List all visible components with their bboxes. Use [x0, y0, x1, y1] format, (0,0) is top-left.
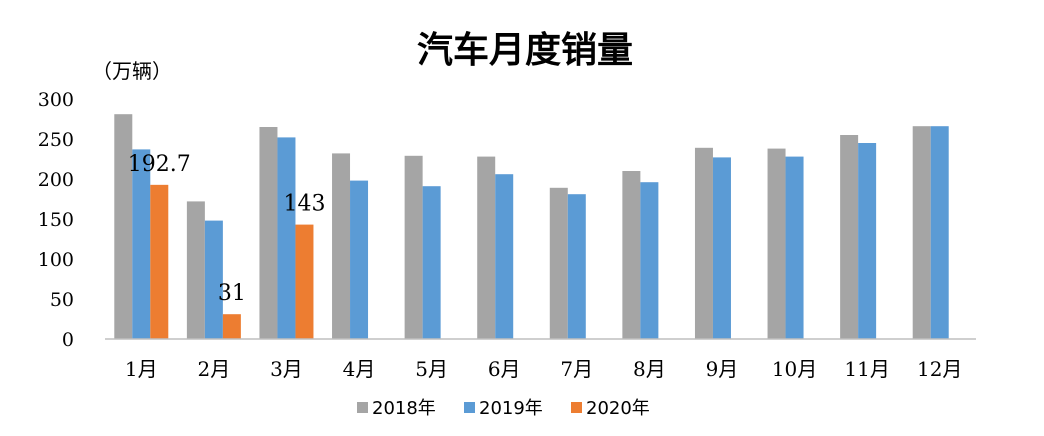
legend-swatch	[464, 402, 475, 413]
legend-label: 2018年	[372, 398, 436, 419]
bar-2018年-11月	[840, 135, 859, 339]
bar-2018年-3月	[259, 127, 278, 339]
x-category-label: 9月	[706, 357, 739, 381]
bar-2018年-7月	[549, 187, 568, 339]
data-label: 31	[218, 281, 246, 306]
data-label: 143	[283, 192, 325, 217]
y-tick-label: 300	[38, 89, 74, 111]
bar-2019年-11月	[858, 143, 877, 339]
bar-2018年-6月	[477, 156, 496, 339]
legend-label: 2019年	[479, 398, 543, 419]
bar-2020年-1月	[150, 184, 169, 339]
bar-2018年-12月	[912, 126, 931, 339]
bar-2019年-6月	[495, 174, 514, 339]
data-label: 192.7	[128, 152, 191, 177]
x-axis-category-labels: 1月 2月 3月 4月 5月 6月 7月 8月 9月 10月 11月 12月	[125, 357, 963, 381]
bar-2018年-10月	[767, 148, 786, 339]
x-category-label: 5月	[415, 357, 448, 381]
bar-2019年-12月	[930, 126, 949, 339]
bar-2018年-4月	[332, 153, 351, 339]
y-tick-label: 100	[38, 249, 74, 271]
bar-2018年-5月	[404, 155, 423, 339]
y-tick-label: 200	[38, 169, 74, 191]
chart-title: 汽车月度销量	[417, 30, 633, 71]
bar-2020年-3月	[295, 224, 314, 339]
bar-2018年-8月	[622, 171, 641, 339]
y-tick-label: 250	[38, 129, 74, 151]
legend-swatch	[571, 402, 582, 413]
bar-2019年-3月	[277, 137, 296, 339]
legend-label: 2020年	[586, 398, 650, 419]
x-category-label: 6月	[488, 357, 521, 381]
x-category-label: 11月	[844, 357, 889, 381]
bar-series	[114, 114, 949, 339]
x-category-label: 3月	[270, 357, 303, 381]
legend: 2018年 2019年 2020年	[357, 398, 650, 419]
data-labels: 192.7 31 143	[128, 152, 326, 306]
bar-2018年-9月	[694, 147, 713, 339]
bar-2018年-1月	[114, 114, 133, 339]
bar-2020年-2月	[222, 314, 241, 339]
bar-2019年-7月	[567, 194, 586, 339]
bar-2019年-4月	[350, 180, 369, 339]
y-tick-label: 50	[50, 289, 74, 311]
y-tick-label: 150	[38, 209, 74, 231]
y-tick-label: 0	[62, 329, 74, 351]
x-category-label: 10月	[772, 357, 817, 381]
y-axis-ticks: 0 50 100 150 200 250 300	[38, 89, 74, 351]
x-category-label: 2月	[198, 357, 231, 381]
bar-2018年-2月	[186, 201, 205, 339]
y-axis-unit-label: （万辆）	[92, 59, 172, 83]
bar-2019年-8月	[640, 182, 659, 339]
bar-2019年-1月	[132, 149, 151, 339]
bar-2019年-5月	[422, 186, 441, 339]
bar-2019年-10月	[785, 156, 804, 339]
x-category-label: 4月	[343, 357, 376, 381]
bar-2019年-9月	[712, 157, 731, 339]
x-category-label: 12月	[917, 357, 962, 381]
x-category-label: 8月	[633, 357, 666, 381]
bar-2019年-2月	[204, 220, 223, 339]
legend-swatch	[357, 402, 368, 413]
x-category-label: 7月	[560, 357, 593, 381]
x-category-label: 1月	[125, 357, 158, 381]
